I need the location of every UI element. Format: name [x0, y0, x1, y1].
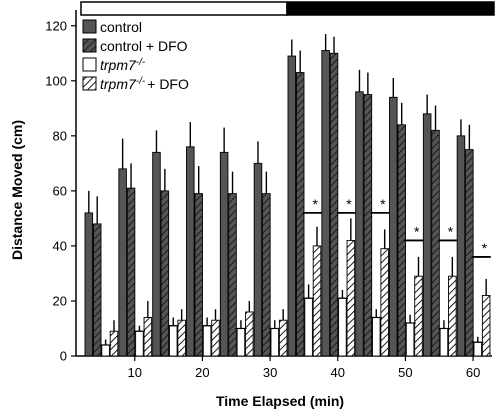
bar: [372, 317, 381, 357]
y-tick-label: 100: [45, 73, 67, 88]
bar: [118, 168, 127, 357]
legend-swatch-trpm7-dfo: [82, 76, 97, 91]
significance-star: *: [448, 223, 454, 239]
bar: [363, 94, 373, 357]
bar: [304, 297, 313, 357]
bar: [321, 50, 330, 357]
bar: [177, 319, 186, 357]
x-tick-label: 20: [195, 365, 209, 380]
bar: [92, 223, 102, 357]
significance-star: *: [380, 196, 386, 212]
bar: [152, 151, 161, 357]
bar: [346, 239, 356, 357]
bar: [448, 275, 457, 357]
bar: [253, 162, 263, 357]
dark-phase-box: [286, 1, 495, 16]
bar: [219, 151, 229, 357]
bar: [109, 330, 119, 357]
significance-star: *: [414, 223, 420, 239]
y-tick-label: 120: [45, 18, 67, 33]
bar: [270, 328, 280, 357]
bar: [405, 322, 415, 357]
bar: [202, 325, 212, 357]
bar: [481, 295, 491, 357]
x-tick-label: 50: [398, 365, 412, 380]
bar: [236, 328, 246, 357]
light-dark-bar: [80, 1, 495, 16]
axes: 0 20 40 60 80 100 120 10 20 30 40 50 60: [45, 10, 492, 380]
significance-markers: * * * * * *: [302, 196, 491, 258]
y-tick-label: 60: [53, 183, 67, 198]
bar: [312, 245, 322, 357]
x-axis-title: Time Elapsed (min): [216, 393, 344, 409]
bar: [456, 135, 466, 357]
bar: [414, 275, 423, 357]
bar: [160, 190, 170, 357]
bar: [465, 149, 474, 357]
bar: [101, 344, 110, 357]
x-tick-label: 30: [263, 365, 277, 380]
bar: [287, 55, 297, 357]
bar: [262, 193, 271, 357]
y-axis-title: Distance Moved (cm): [9, 120, 25, 260]
significance-star: *: [346, 196, 352, 212]
legend-swatch-control: [82, 19, 97, 34]
x-tick-label: 40: [331, 365, 345, 380]
legend: control control + DFO trpm7-/- trpm7-/- +…: [82, 19, 189, 93]
y-tick-label: 20: [53, 293, 67, 308]
legend-label-control-dfo: control + DFO: [100, 38, 188, 54]
legend-label-trpm7: trpm7-/-: [100, 57, 146, 74]
bars: [84, 50, 491, 357]
bar: [380, 248, 389, 357]
bar: [194, 193, 203, 357]
bar: [211, 319, 220, 357]
bar: [295, 72, 305, 357]
y-tick-label: 80: [53, 128, 67, 143]
legend-label-control: control: [100, 19, 142, 35]
significance-star: *: [482, 240, 488, 256]
legend-label-trpm7-dfo: trpm7-/- + DFO: [100, 76, 189, 93]
bar: [338, 297, 347, 357]
bar: [329, 52, 339, 357]
bar: [228, 193, 237, 357]
bar: [84, 212, 94, 357]
legend-swatch-trpm7: [82, 57, 97, 72]
bar: [473, 341, 483, 357]
bar: [431, 129, 440, 357]
x-tick-label: 10: [128, 365, 142, 380]
y-tick-label: 0: [60, 349, 67, 364]
legend-swatch-control-dfo: [82, 38, 97, 53]
bar: [422, 113, 432, 357]
x-tick-label: 60: [466, 365, 480, 380]
light-phase-box: [80, 1, 288, 16]
bar: [389, 96, 398, 357]
bar: [245, 311, 254, 357]
significance-star: *: [312, 196, 318, 212]
bar: [355, 91, 364, 357]
error-bars: [88, 34, 487, 346]
bar: [186, 146, 195, 357]
bar: [143, 317, 153, 357]
y-tick-label: 40: [53, 238, 67, 253]
bar: [278, 319, 288, 357]
bar: [135, 330, 144, 357]
bar: [439, 328, 449, 357]
bar: [169, 325, 178, 357]
